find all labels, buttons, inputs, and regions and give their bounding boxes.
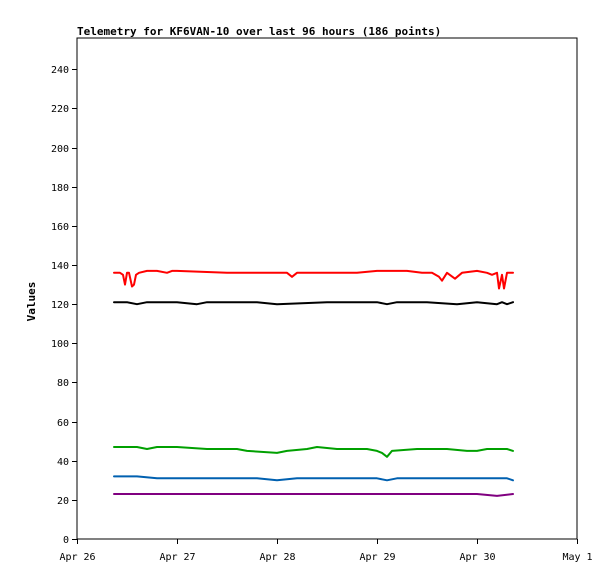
y-tick-label: 160	[51, 222, 69, 233]
x-tick-label: Apr 26	[59, 552, 95, 563]
series-line-1	[113, 269, 514, 290]
y-tick-label: 220	[51, 104, 69, 115]
chart-title: Telemetry for KF6VAN-10 over last 96 hou…	[77, 25, 441, 38]
y-tick-label: 140	[51, 261, 69, 272]
plot-frame	[76, 37, 578, 540]
x-axis: Apr 26 Apr 27 Apr 28 Apr 29 Apr 30 May 1	[59, 539, 593, 563]
series-layer	[113, 269, 514, 497]
x-tick-label: Apr 27	[159, 552, 195, 563]
y-tick-label: 0	[63, 535, 69, 546]
series-line-2	[113, 301, 514, 306]
y-tick-label: 240	[51, 65, 69, 76]
y-tick-label: 60	[57, 418, 69, 429]
y-tick-label: 100	[51, 339, 69, 350]
y-tick-label: 40	[57, 457, 69, 468]
y-tick-label: 120	[51, 300, 69, 311]
y-tick-label: 180	[51, 183, 69, 194]
series-line-3	[113, 446, 514, 458]
x-tick-label: Apr 29	[359, 552, 395, 563]
plot-border	[76, 37, 578, 540]
y-tick-label: 80	[57, 378, 69, 389]
series-line-5	[113, 493, 514, 497]
y-tick-label: 200	[51, 144, 69, 155]
y-tick-label: 20	[57, 496, 69, 507]
x-tick-label: Apr 28	[259, 552, 295, 563]
series-line-4	[113, 475, 514, 482]
x-tick-label: Apr 30	[459, 552, 495, 563]
x-tick-label: May 1	[562, 552, 592, 563]
y-axis-label: Values	[25, 282, 38, 322]
y-axis: 0 20 40 60 80 100 120 140 160 180 200 220 240	[51, 65, 77, 546]
